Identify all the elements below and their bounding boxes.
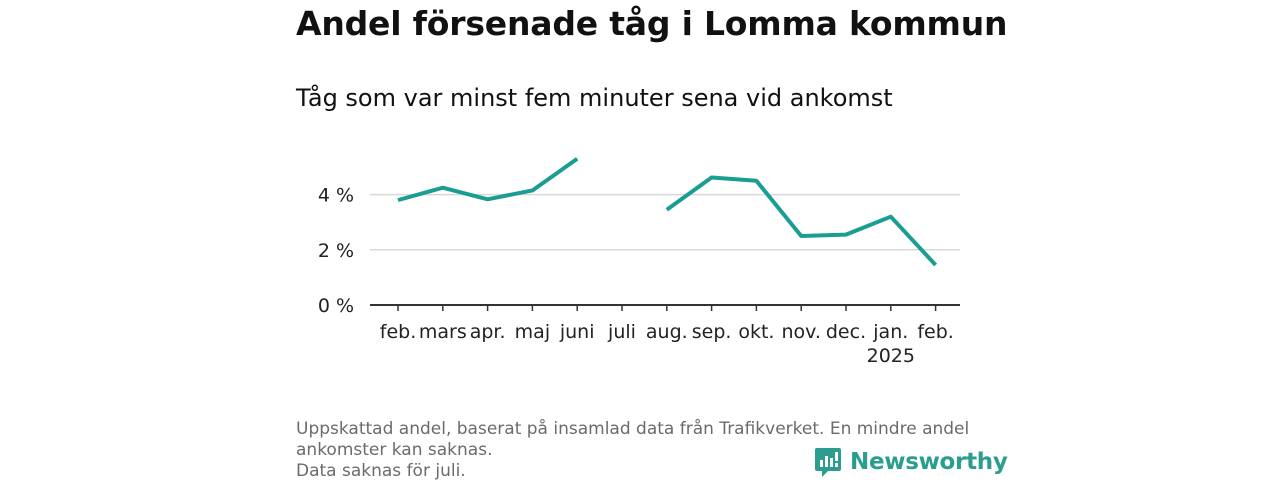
y-tick-label: 4 % (318, 185, 354, 207)
x-tick-sublabel: 2025 (867, 345, 915, 367)
footer-note-line-3: Data saknas för juli. (296, 461, 466, 481)
page-title: Andel försenade tåg i Lomma kommun (296, 4, 1008, 43)
line-chart: 0 %2 %4 % feb. mars apr. maj juni juli aug. sep… (318, 157, 960, 367)
grid-lines (370, 193, 960, 251)
x-tick-labels: feb. mars apr. maj juni juli aug. sep. okt. nov. d… (380, 321, 954, 367)
x-tick-label: mars (419, 321, 467, 343)
x-tick-label: nov. (781, 321, 820, 343)
x-axis (370, 304, 960, 311)
x-tick-label: maj (515, 321, 550, 343)
brand-logo: Newsworthy (814, 446, 1008, 478)
series-line (397, 157, 579, 203)
x-tick-label: aug. (646, 321, 688, 343)
series-line (665, 175, 938, 267)
x-tick-label: feb. (380, 321, 416, 343)
chart-subtitle: Tåg som var minst fem minuter sena vid a… (296, 84, 893, 112)
y-tick-label: 2 % (318, 240, 354, 262)
x-tick-label: dec. (826, 321, 866, 343)
x-tick-label: okt. (738, 321, 774, 343)
data-series (397, 157, 938, 267)
x-tick-label: juni (559, 321, 595, 343)
y-tick-label: 0 % (318, 295, 354, 317)
chart-card: Andel försenade tåg i Lomma kommun Tåg s… (296, 0, 1008, 482)
newsworthy-logo-icon (815, 448, 841, 477)
brand-name: Newsworthy (850, 449, 1008, 475)
x-tick-label: feb. (917, 321, 953, 343)
x-tick-label: sep. (692, 321, 732, 343)
y-axis: 0 % 2 % 4 % (318, 185, 354, 317)
x-tick-label: juli (607, 321, 636, 343)
footer-note-line-1: Uppskattad andel, baserat på insamlad da… (296, 419, 970, 439)
x-tick-label: jan. (872, 321, 908, 343)
x-tick-label: apr. (470, 321, 506, 343)
footer-notes: Uppskattad andel, baserat på insamlad da… (296, 419, 986, 482)
footer-note-line-2: ankomster kan saknas. (296, 440, 493, 460)
